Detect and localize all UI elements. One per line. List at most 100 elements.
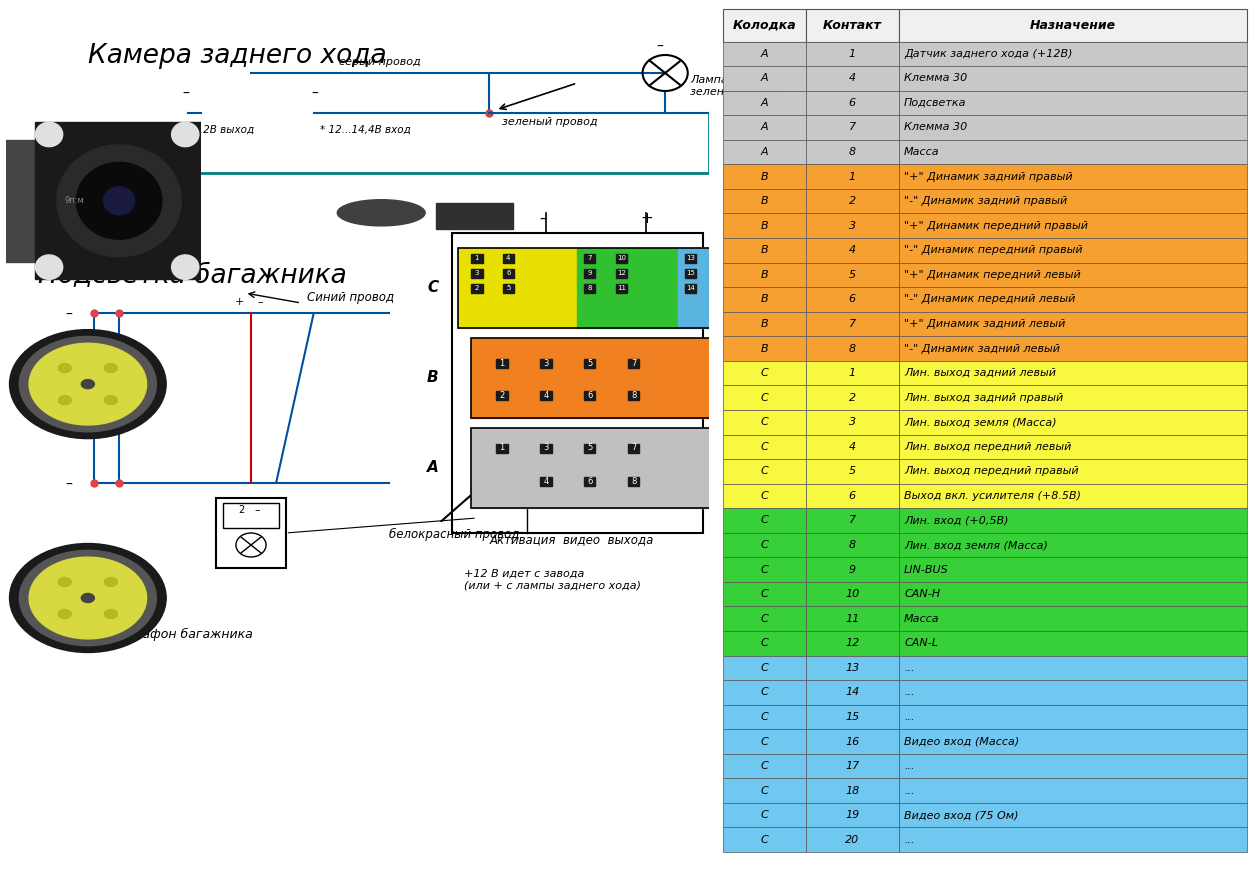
Bar xyxy=(806,336,899,361)
Bar xyxy=(471,269,482,278)
Text: 4: 4 xyxy=(848,73,856,83)
Bar xyxy=(806,115,899,140)
Bar xyxy=(806,9,899,42)
Text: B: B xyxy=(761,221,768,230)
Text: C: C xyxy=(761,515,768,526)
Bar xyxy=(471,338,722,418)
Text: A: A xyxy=(761,122,768,133)
Circle shape xyxy=(56,145,182,257)
Bar xyxy=(806,729,899,753)
Text: Масса: Масса xyxy=(904,147,940,157)
Text: –: – xyxy=(311,87,318,101)
Text: Масса: Масса xyxy=(904,614,940,623)
Text: 6: 6 xyxy=(506,270,511,276)
Text: C: C xyxy=(761,810,768,821)
Text: белокрасный провод: белокрасный провод xyxy=(389,528,520,541)
Bar xyxy=(585,269,595,278)
Bar xyxy=(899,656,1247,680)
Text: CAN-H: CAN-H xyxy=(904,589,940,599)
Text: C: C xyxy=(761,491,768,501)
Circle shape xyxy=(103,187,134,215)
Bar xyxy=(502,284,513,292)
Text: C: C xyxy=(761,761,768,771)
Bar xyxy=(540,443,551,452)
Bar xyxy=(899,779,1247,803)
Circle shape xyxy=(19,336,157,432)
Text: A: A xyxy=(761,73,768,83)
Bar xyxy=(732,338,769,418)
Bar xyxy=(806,361,899,385)
Text: 17: 17 xyxy=(845,761,860,771)
Text: 9: 9 xyxy=(848,565,856,574)
Text: –: – xyxy=(65,478,72,492)
Bar xyxy=(743,253,754,263)
Bar xyxy=(723,533,806,557)
Bar xyxy=(899,631,1247,656)
Bar xyxy=(496,443,507,452)
Text: B: B xyxy=(761,245,768,255)
Text: "-" Динамик задний правый: "-" Динамик задний правый xyxy=(904,196,1067,206)
Bar xyxy=(899,263,1247,287)
Bar xyxy=(723,828,806,852)
Circle shape xyxy=(104,577,118,587)
Text: 8: 8 xyxy=(848,147,856,157)
Bar xyxy=(899,287,1247,312)
Bar xyxy=(471,338,722,418)
Bar xyxy=(723,164,806,189)
Bar xyxy=(723,385,806,410)
Bar xyxy=(723,189,806,214)
Bar xyxy=(723,238,806,263)
Circle shape xyxy=(58,609,72,619)
Bar xyxy=(223,503,279,528)
Bar xyxy=(899,459,1247,484)
Text: 6: 6 xyxy=(848,294,856,305)
Bar xyxy=(628,477,639,485)
Bar xyxy=(806,238,899,263)
Text: B: B xyxy=(761,319,768,329)
Bar xyxy=(899,312,1247,336)
Bar xyxy=(899,91,1247,115)
Text: 7: 7 xyxy=(848,319,856,329)
Bar xyxy=(806,508,899,533)
Text: C: C xyxy=(428,280,438,295)
Bar xyxy=(216,498,286,568)
Bar xyxy=(899,214,1247,238)
Bar xyxy=(899,42,1247,66)
Text: –: – xyxy=(182,87,188,101)
Bar xyxy=(806,631,899,656)
Bar xyxy=(899,385,1247,410)
Text: Выход вкл. усилителя (+8.5В): Выход вкл. усилителя (+8.5В) xyxy=(904,491,1081,501)
Bar xyxy=(615,253,628,263)
Bar xyxy=(899,828,1247,852)
Bar xyxy=(540,390,551,400)
Text: "-" Динамик передний правый: "-" Динамик передний правый xyxy=(904,245,1083,255)
Bar xyxy=(723,779,806,803)
Bar xyxy=(723,607,806,631)
Text: C: C xyxy=(761,540,768,550)
Bar xyxy=(899,189,1247,214)
Text: Лин. выход задний левый: Лин. выход задний левый xyxy=(904,368,1057,378)
Circle shape xyxy=(19,550,157,646)
Text: 8: 8 xyxy=(848,540,856,550)
Bar xyxy=(723,582,806,607)
Bar xyxy=(723,361,806,385)
Bar xyxy=(458,248,816,328)
Bar xyxy=(577,248,678,328)
Text: 11: 11 xyxy=(616,285,626,291)
Bar xyxy=(723,508,806,533)
Circle shape xyxy=(58,395,72,405)
Text: 5: 5 xyxy=(506,285,511,291)
Text: Лин. выход задний правый: Лин. выход задний правый xyxy=(904,393,1063,402)
Bar xyxy=(496,359,507,368)
Text: 13: 13 xyxy=(685,255,695,261)
Bar xyxy=(628,390,639,400)
Text: 8: 8 xyxy=(587,285,592,291)
Text: 4: 4 xyxy=(543,390,548,400)
Text: 11: 11 xyxy=(845,614,860,623)
Bar xyxy=(502,269,513,278)
Text: –: – xyxy=(656,40,663,54)
Bar xyxy=(502,253,513,263)
Bar xyxy=(723,484,806,508)
Text: 4: 4 xyxy=(543,477,548,485)
Bar xyxy=(899,9,1247,42)
